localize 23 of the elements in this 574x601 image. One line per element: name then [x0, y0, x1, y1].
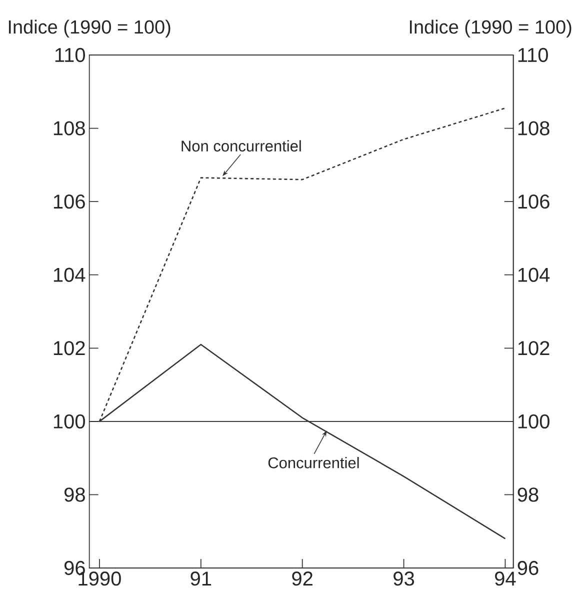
- y-tick-label: 100: [54, 414, 85, 428]
- y-tick-label: 110: [55, 48, 85, 62]
- y2-axis-title: Indice (1990 = 100): [410, 20, 572, 38]
- y2-tick-label: 104: [518, 268, 550, 282]
- y2-tick-label: 98: [518, 488, 538, 502]
- y2-tick-label: 108: [518, 121, 550, 136]
- y2-tick-label: 102: [518, 341, 550, 356]
- y2-tick-label: 96: [518, 560, 538, 576]
- annotation: Concurrentiel: [268, 456, 359, 468]
- x-tick-label: 92: [292, 572, 312, 586]
- x-tick-label: 94: [494, 572, 516, 586]
- y-tick-label: 104: [54, 268, 86, 282]
- y2-tick-label: 106: [518, 194, 550, 209]
- y-tick-label: 106: [54, 194, 85, 209]
- x-tick-label: 93: [393, 572, 414, 586]
- y-axis-title: Indice (1990 = 100): [8, 20, 170, 38]
- y-tick-label: 98: [64, 488, 85, 502]
- annotation: Non concurrentiel: [182, 140, 301, 152]
- y2-tick-label: 100: [518, 414, 550, 428]
- x-tick-label: 91: [190, 572, 211, 586]
- y-tick-label: 102: [54, 341, 85, 356]
- y-tick-label: 108: [54, 121, 85, 136]
- y2-tick-label: 110: [518, 48, 548, 62]
